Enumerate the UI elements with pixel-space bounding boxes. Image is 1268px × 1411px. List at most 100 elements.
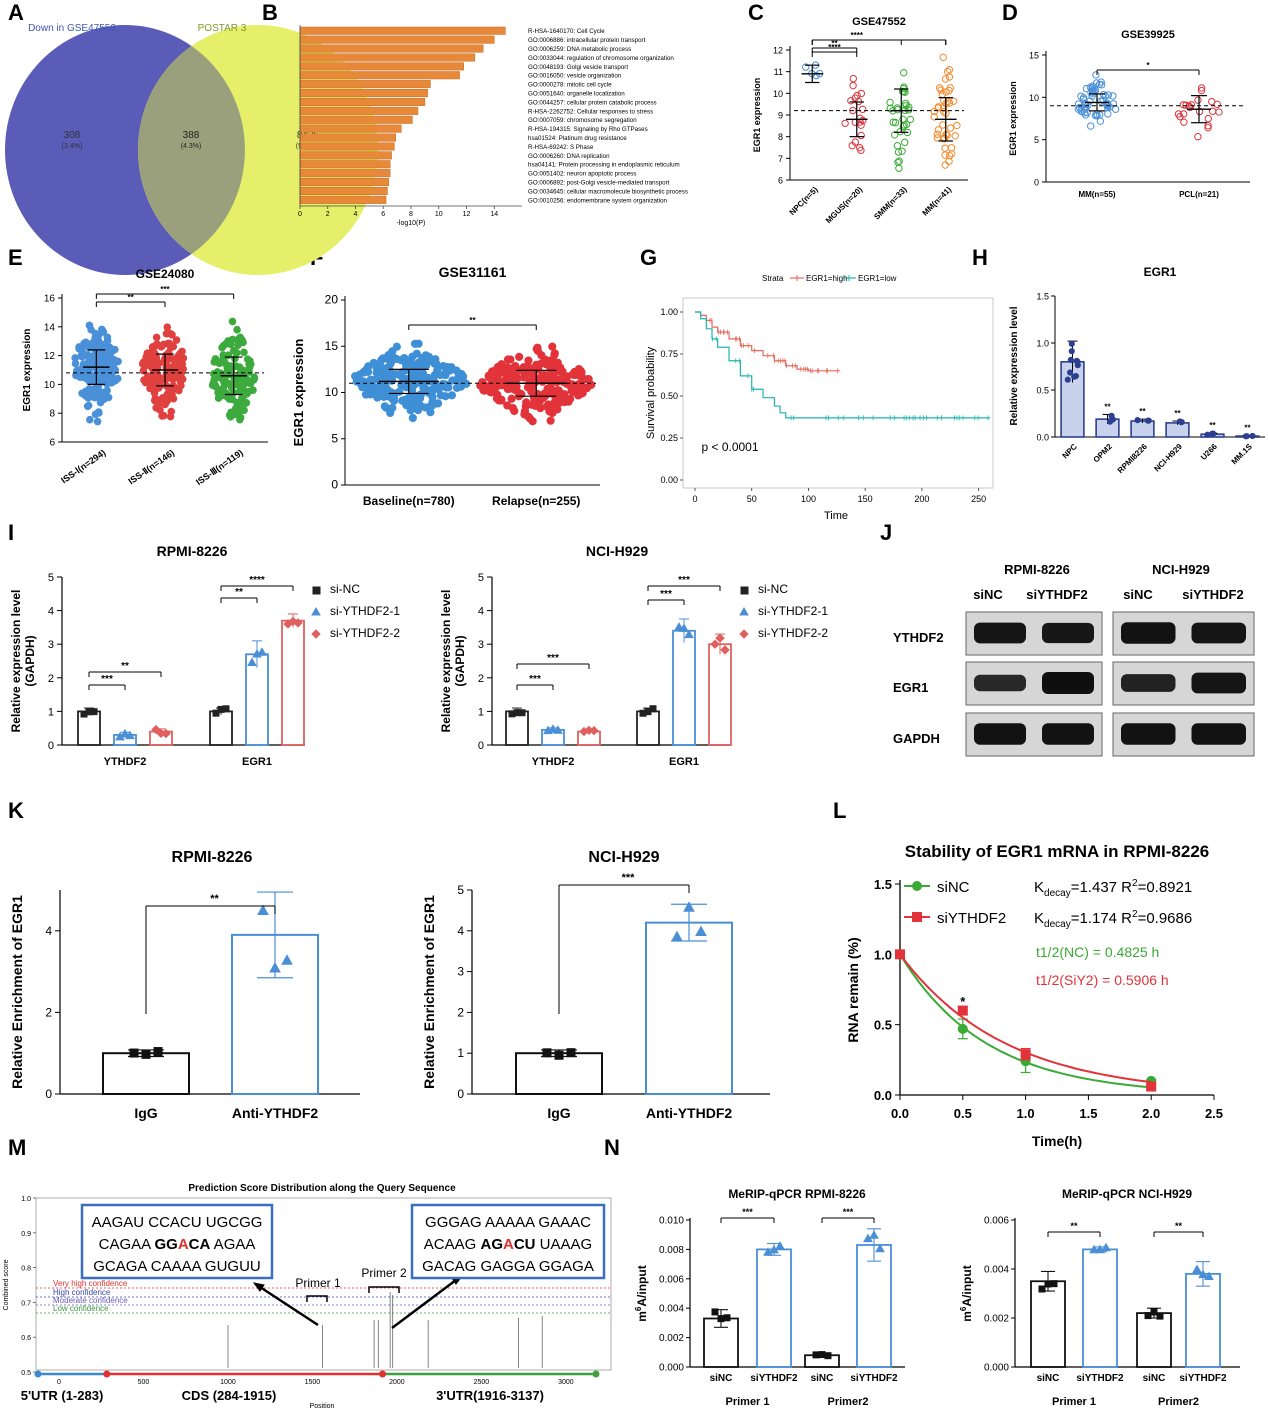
data-point <box>886 98 894 107</box>
region-label: 5'UTR (1-283) <box>21 1388 104 1403</box>
expression-bar <box>1130 420 1155 438</box>
y-tick-label: 3 <box>478 639 484 651</box>
data-point <box>717 1315 725 1323</box>
chart-title: Prediction Score Distribution along the … <box>188 1183 456 1194</box>
data-point <box>431 399 441 408</box>
data-point <box>1179 110 1188 118</box>
data-point <box>711 1308 719 1316</box>
data-point <box>1204 124 1212 132</box>
enrichment-term-label: R-HSA-69242: S Phase <box>528 144 594 151</box>
protein-band <box>1121 723 1176 745</box>
y-tick-label: 0 <box>478 740 484 752</box>
sequence-fragment: GCAGA CAAAA GUGUU <box>93 1258 261 1275</box>
data-point <box>1249 432 1256 440</box>
data-point <box>250 373 258 381</box>
y-tick-label: 2 <box>48 673 54 685</box>
merip-headers: MeRIP-qPCR RPMI-8226 MeRIP-qPCR NCI-H929 <box>728 1187 1192 1201</box>
enrichment-term-label: GO:0044257: cellular protein catabolic p… <box>528 99 657 106</box>
data-point <box>898 147 906 155</box>
y-tick-label: 8 <box>778 132 783 142</box>
data-point <box>1088 85 1096 94</box>
protein-band <box>1191 622 1246 644</box>
y-tick-label: 12 <box>773 46 783 56</box>
expression-bar <box>708 643 732 746</box>
data-point <box>224 362 233 371</box>
primer-label: Primer 1 <box>295 1276 341 1290</box>
data-point <box>1082 84 1091 93</box>
data-point <box>93 417 102 426</box>
category-label: YTHDF2 <box>104 756 147 768</box>
venn-overlap <box>138 46 245 254</box>
data-point <box>269 961 281 973</box>
callout-arrow <box>391 1279 457 1329</box>
decay-r2-value: =0.8921 <box>1138 879 1193 896</box>
y-tick-label: 4 <box>478 606 484 618</box>
category-label: MM(n=41) <box>921 185 954 218</box>
significance-label: ** <box>1175 1221 1183 1231</box>
category-label: IgG <box>547 1105 570 1121</box>
protein-band <box>1121 674 1176 692</box>
y-tick-label: 10 <box>325 385 339 399</box>
significance-label: ** <box>235 587 243 598</box>
data-point <box>247 657 257 667</box>
data-point <box>141 358 150 367</box>
data-point <box>408 385 417 394</box>
enrichment-term-label: GO:0034645: cellular macromolecule biosy… <box>528 188 688 195</box>
y-tick-label: 2 <box>457 1005 464 1019</box>
chart-title: EGR1 <box>1144 265 1177 279</box>
data-point <box>410 339 420 349</box>
data-point <box>1180 118 1188 126</box>
category-label: siNC <box>1037 1373 1060 1384</box>
panel-label: N <box>604 1135 620 1160</box>
data-point <box>894 148 903 156</box>
y-label-sup: 6 <box>634 1306 643 1311</box>
enrichment-bar <box>299 160 391 169</box>
protein-label: EGR1 <box>893 680 928 695</box>
x-tick-label: 14 <box>490 211 498 218</box>
category-label: Baseline(n=780) <box>363 494 455 508</box>
data-point <box>89 385 98 394</box>
data-point <box>433 366 442 375</box>
x-tick-label: 0 <box>692 494 697 504</box>
data-point <box>436 391 445 400</box>
enrichment-bar <box>299 97 426 106</box>
callout-arrow <box>259 1285 319 1327</box>
y-tick-label: 1 <box>48 706 54 718</box>
data-point <box>151 724 161 735</box>
dot-plot-C: GSE47552 EGR1 expression 6 7 8 9 10 11 12 NPC(n=5… <box>752 16 968 225</box>
data-point <box>443 363 452 372</box>
sequence-fragment: GG <box>154 1236 177 1253</box>
significance-label: **** <box>851 31 864 40</box>
data-point <box>674 622 684 631</box>
category-label: MGUS(n=20) <box>824 185 864 225</box>
venn-right-title: POSTAR 3 <box>198 23 247 34</box>
data-point <box>1176 418 1184 425</box>
category-label: EGR1 <box>669 756 699 768</box>
enrichment-bar <box>299 142 395 151</box>
sequence-fragment: UAAAG <box>536 1236 593 1253</box>
data-point <box>1210 430 1217 437</box>
data-point <box>228 395 237 404</box>
data-point <box>1186 103 1194 112</box>
data-point <box>171 359 180 368</box>
y-axis-label: Relative expression level <box>1009 306 1020 425</box>
region-label: 3'UTR(1916-3137) <box>436 1388 544 1403</box>
enrichment-bar <box>299 26 506 35</box>
data-point <box>941 161 949 169</box>
category-label: siYTHDF2 <box>1179 1373 1227 1384</box>
enrichment-term-label: R-HSA-1640170: Cell Cycle <box>528 28 605 35</box>
data-point <box>476 381 485 390</box>
data-point <box>528 369 537 378</box>
y-tick-label: 0.7 <box>21 1300 31 1307</box>
data-point <box>875 1243 885 1253</box>
y-tick-label: 15 <box>1029 51 1039 61</box>
data-point <box>408 359 417 368</box>
category-label: SMM(n=33) <box>872 185 909 222</box>
venn-overlap-pct: (4.3%) <box>181 143 202 150</box>
category-label: siNC <box>710 1373 733 1384</box>
y-tick-label: 4 <box>48 606 54 618</box>
data-point <box>546 416 555 425</box>
data-point <box>524 356 533 365</box>
data-point <box>386 358 395 367</box>
y-tick-label: 0.000 <box>659 1363 684 1374</box>
